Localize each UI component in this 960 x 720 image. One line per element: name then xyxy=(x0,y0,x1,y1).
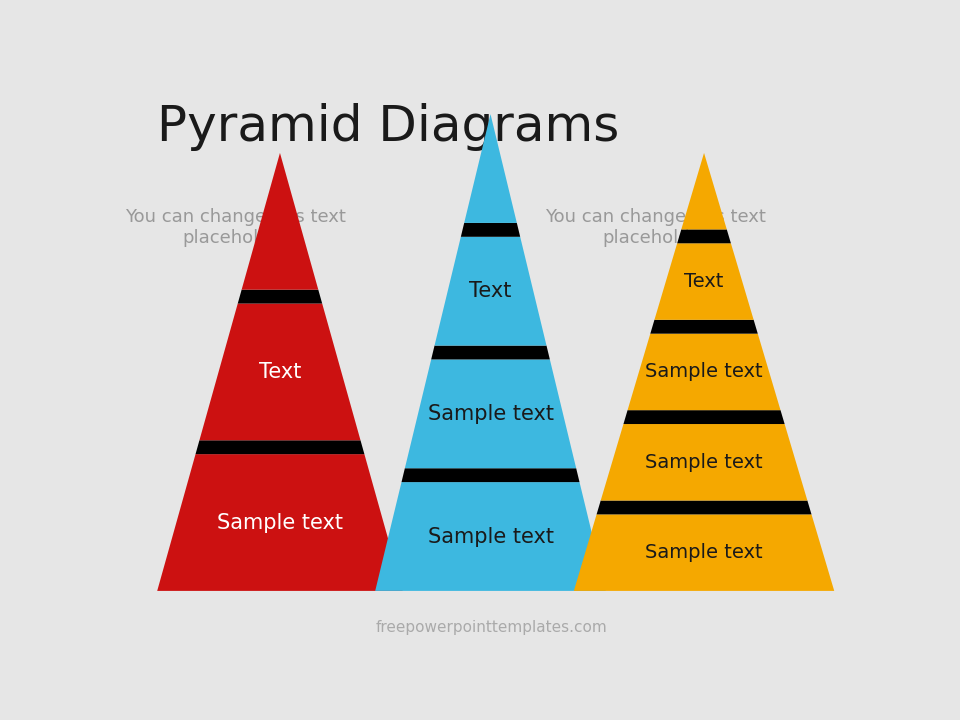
Polygon shape xyxy=(242,153,319,289)
Text: Sample text: Sample text xyxy=(427,404,554,424)
Polygon shape xyxy=(157,454,403,591)
Polygon shape xyxy=(601,424,807,500)
Polygon shape xyxy=(623,410,784,424)
Polygon shape xyxy=(465,114,516,223)
Polygon shape xyxy=(682,153,727,230)
Text: Sample text: Sample text xyxy=(645,362,763,382)
Polygon shape xyxy=(435,237,546,346)
Polygon shape xyxy=(238,289,323,304)
Polygon shape xyxy=(200,304,361,441)
Text: Sample text: Sample text xyxy=(217,513,343,533)
Text: Text: Text xyxy=(259,362,301,382)
Text: Pyramid Diagrams: Pyramid Diagrams xyxy=(157,103,619,151)
Polygon shape xyxy=(461,223,520,237)
Polygon shape xyxy=(196,441,365,454)
Polygon shape xyxy=(655,243,754,320)
Text: You can change this text
placeholder: You can change this text placeholder xyxy=(125,208,346,247)
Polygon shape xyxy=(431,346,550,359)
Polygon shape xyxy=(574,514,834,591)
Polygon shape xyxy=(677,230,731,243)
Text: Sample text: Sample text xyxy=(645,453,763,472)
Text: Sample text: Sample text xyxy=(645,543,763,562)
Polygon shape xyxy=(375,482,606,591)
Text: Text: Text xyxy=(684,272,724,291)
Polygon shape xyxy=(628,333,780,410)
Text: You can change this text
placeholder: You can change this text placeholder xyxy=(545,208,766,247)
Text: freepowerpointtemplates.com: freepowerpointtemplates.com xyxy=(376,620,608,635)
Polygon shape xyxy=(401,468,580,482)
Polygon shape xyxy=(596,500,811,514)
Text: Sample text: Sample text xyxy=(427,526,554,546)
Text: Text: Text xyxy=(469,282,512,301)
Polygon shape xyxy=(650,320,757,333)
Polygon shape xyxy=(405,359,576,468)
